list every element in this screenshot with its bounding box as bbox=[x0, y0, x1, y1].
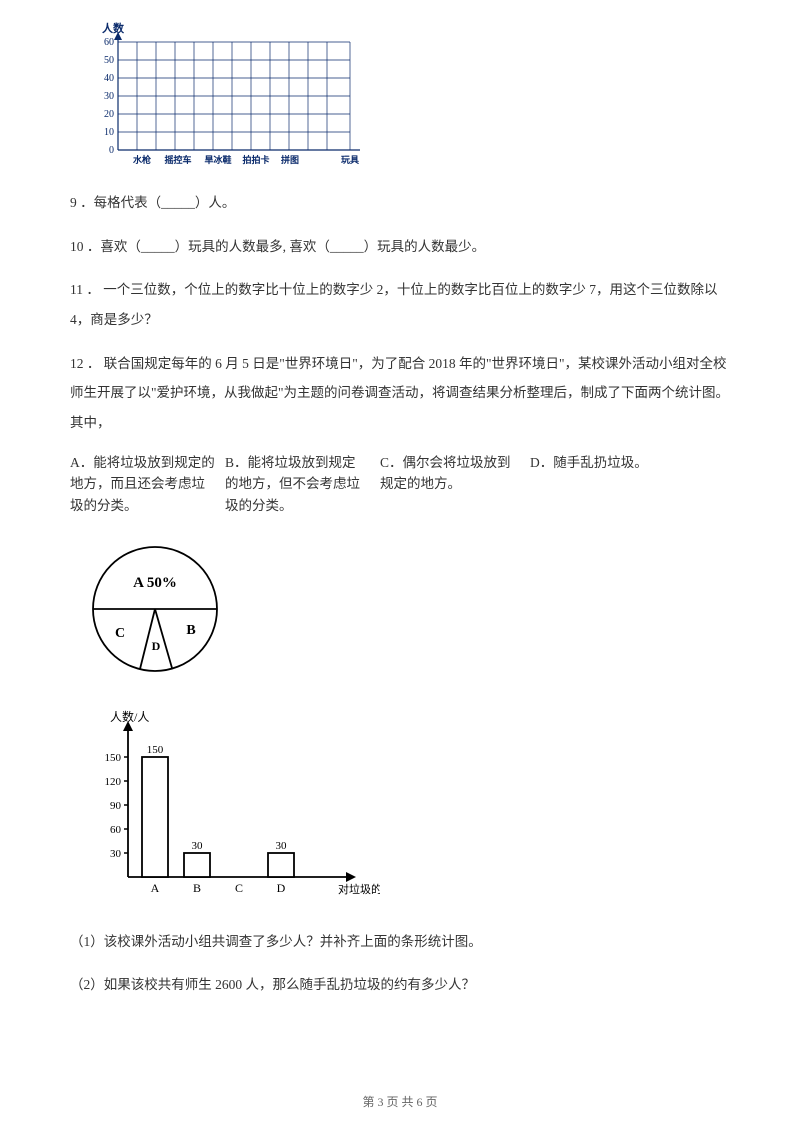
ytick-1: 10 bbox=[104, 127, 114, 138]
option-d: D．随手乱扔垃圾。 bbox=[530, 452, 680, 517]
xtick-1: 摇控车 bbox=[164, 154, 191, 165]
option-c: C．偶尔会将垃圾放到规定的地方。 bbox=[380, 452, 530, 517]
bar-ytick-0: 30 bbox=[110, 848, 122, 860]
grid-chart: 人数 0 bbox=[70, 20, 730, 170]
grid-y-label: 人数 bbox=[102, 21, 125, 35]
bar-chart: 人数/人 30 60 90 120 150 150 30 30 bbox=[80, 707, 730, 907]
bar-xtick-d: D bbox=[277, 881, 286, 895]
pie-chart-svg: A 50% B C D bbox=[80, 537, 240, 682]
question-10: 10 ．喜欢（_____）玩具的人数最多, 喜欢（_____）玩具的人数最少。 bbox=[70, 232, 730, 262]
ytick-5: 50 bbox=[104, 55, 114, 66]
options-row: A．能将垃圾放到规定的地方，而且还会考虑垃圾的分类。 B．能将垃圾放到规定 的地… bbox=[70, 452, 730, 517]
question-12: 12 ． 联合国规定每年的 6 月 5 日是"世界环境日"，为了配合 2018 … bbox=[70, 349, 730, 438]
bar-x-label: 对垃圾的处理 bbox=[338, 882, 380, 896]
xtick-3: 拍拍卡 bbox=[242, 154, 269, 165]
xtick-6: 玩具 bbox=[341, 155, 359, 165]
ytick-4: 40 bbox=[104, 73, 114, 84]
xtick-0: 水枪 bbox=[133, 154, 152, 165]
bar-xtick-a: A bbox=[151, 881, 160, 895]
ytick-2: 20 bbox=[104, 109, 114, 120]
pie-label-c: C bbox=[115, 626, 125, 641]
bar-val-a: 150 bbox=[147, 744, 164, 756]
pie-label-b: B bbox=[186, 623, 195, 638]
bar-ytick-2: 90 bbox=[110, 800, 122, 812]
bar-ytick-3: 120 bbox=[105, 776, 122, 788]
ytick-3: 30 bbox=[104, 91, 114, 102]
ytick-6: 60 bbox=[104, 37, 114, 48]
xtick-4: 拼图 bbox=[281, 154, 299, 165]
bar-val-b: 30 bbox=[192, 840, 204, 852]
question-9: 9 ．每格代表（_____）人。 bbox=[70, 188, 730, 218]
pie-chart: A 50% B C D bbox=[80, 537, 730, 687]
question-11: 11 ． 一个三位数，个位上的数字比十位上的数字少 2，十位上的数字比百位上的数… bbox=[70, 275, 730, 334]
bar-xtick-c: C bbox=[235, 881, 243, 895]
sub-question-2: （2）如果该校共有师生 2600 人，那么随手乱扔垃圾的约有多少人？ bbox=[70, 970, 730, 1000]
pie-label-d: D bbox=[152, 639, 161, 653]
grid-chart-svg: 人数 0 bbox=[70, 20, 370, 170]
page-footer: 第 3 页 共 6 页 bbox=[0, 1093, 800, 1110]
ytick-0: 0 bbox=[109, 145, 114, 156]
bar-ytick-4: 150 bbox=[105, 752, 122, 764]
bar-ytick-1: 60 bbox=[110, 824, 122, 836]
option-a: A．能将垃圾放到规定的地方，而且还会考虑垃圾的分类。 bbox=[70, 452, 225, 517]
bar-chart-svg: 人数/人 30 60 90 120 150 150 30 30 bbox=[80, 707, 380, 902]
bar-val-d: 30 bbox=[276, 840, 288, 852]
sub-question-1: （1）该校课外活动小组共调查了多少人？并补齐上面的条形统计图。 bbox=[70, 927, 730, 957]
pie-label-a: A 50% bbox=[133, 575, 177, 591]
option-b: B．能将垃圾放到规定 的地方，但不会考虑垃圾的分类。 bbox=[225, 452, 380, 517]
bar-xtick-b: B bbox=[193, 881, 201, 895]
bar-y-label: 人数/人 bbox=[110, 709, 149, 724]
xtick-2: 旱冰鞋 bbox=[204, 154, 231, 165]
